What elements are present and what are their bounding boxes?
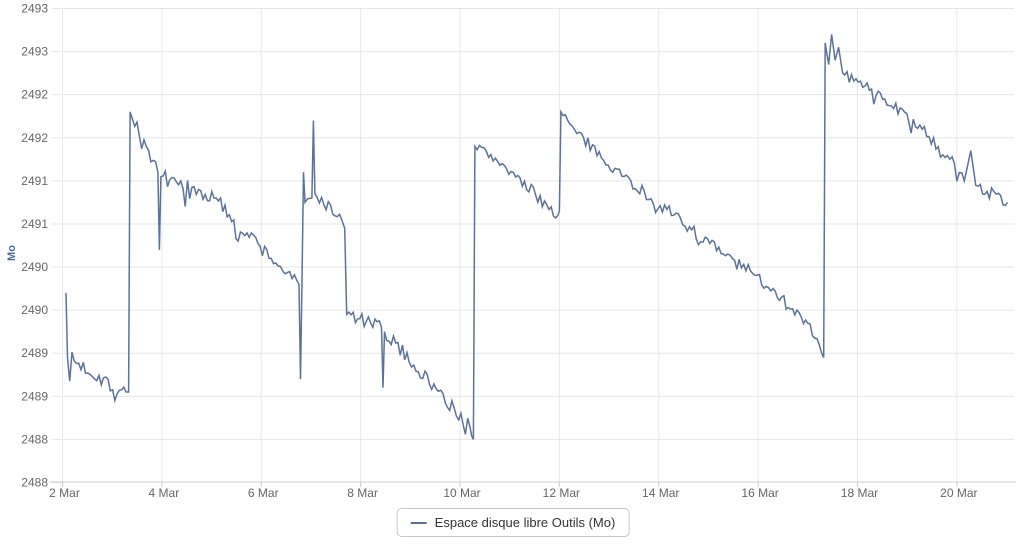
y-tick-label: 2493 bbox=[21, 2, 48, 16]
x-tick-label: 18 Mar bbox=[841, 486, 878, 500]
legend-label: Espace disque libre Outils (Mo) bbox=[434, 515, 616, 530]
x-tick-label: 10 Mar bbox=[443, 486, 480, 500]
legend-line-marker bbox=[410, 521, 427, 524]
y-tick-label: 2489 bbox=[21, 346, 48, 360]
y-tick-label: 2492 bbox=[21, 131, 48, 145]
x-tick-label: 6 Mar bbox=[248, 486, 279, 500]
y-tick-label: 2491 bbox=[21, 174, 48, 188]
y-tick-label: 2490 bbox=[21, 260, 48, 274]
y-tick-label: 2489 bbox=[21, 389, 48, 403]
legend-item-espace-disque[interactable]: Espace disque libre Outils (Mo) bbox=[396, 508, 630, 537]
x-tick-label: 12 Mar bbox=[543, 486, 580, 500]
x-tick-label: 2 Mar bbox=[49, 486, 80, 500]
x-tick-label: 20 Mar bbox=[940, 486, 977, 500]
y-tick-label: 2488 bbox=[21, 476, 48, 490]
y-axis-title: Mo bbox=[6, 245, 18, 261]
x-tick-label: 4 Mar bbox=[149, 486, 180, 500]
x-tick-label: 16 Mar bbox=[741, 486, 778, 500]
y-tick-label: 2492 bbox=[21, 88, 48, 102]
x-tick-label: 8 Mar bbox=[347, 486, 378, 500]
y-tick-label: 2491 bbox=[21, 217, 48, 231]
y-tick-label: 2493 bbox=[21, 45, 48, 59]
series-line-espace-disque[interactable] bbox=[65, 34, 1009, 440]
y-tick-label: 2490 bbox=[21, 303, 48, 317]
y-tick-label: 2488 bbox=[21, 432, 48, 446]
x-tick-label: 14 Mar bbox=[642, 486, 679, 500]
